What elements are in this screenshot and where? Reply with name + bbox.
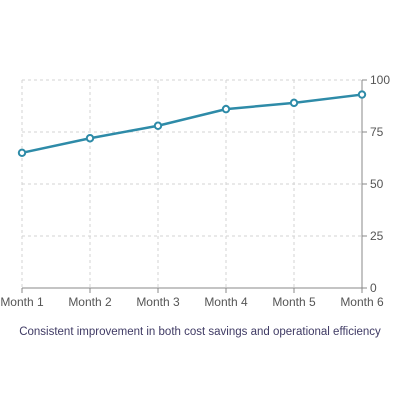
data-point	[221, 104, 231, 114]
series-line	[20, 93, 364, 155]
chart-caption: Consistent improvement in both cost savi…	[19, 326, 381, 338]
y-tick-label: 0	[370, 281, 377, 295]
x-tick-label: Month 3	[136, 295, 180, 309]
y-tick-label: 75	[370, 125, 384, 139]
x-tick-label: Month 1	[0, 295, 44, 309]
data-point	[289, 98, 299, 108]
axes	[21, 79, 367, 293]
y-tick-label: 100	[370, 73, 390, 87]
x-tick-label: Month 2	[68, 295, 112, 309]
series	[17, 90, 367, 158]
data-point	[153, 121, 163, 130]
x-tick-label: Month 6	[340, 295, 384, 309]
data-point	[17, 148, 27, 158]
y-tick-label: 25	[370, 229, 384, 243]
grid-lines	[21, 79, 363, 288]
data-point	[85, 134, 95, 143]
x-tick-label: Month 4	[204, 295, 248, 309]
x-tick-label: Month 5	[272, 295, 316, 309]
data-point	[357, 90, 367, 99]
y-tick-label: 50	[370, 177, 384, 191]
tick-labels: Month 1 Month 2 Month 3 Month 4 Month 5 Month…	[0, 73, 390, 309]
